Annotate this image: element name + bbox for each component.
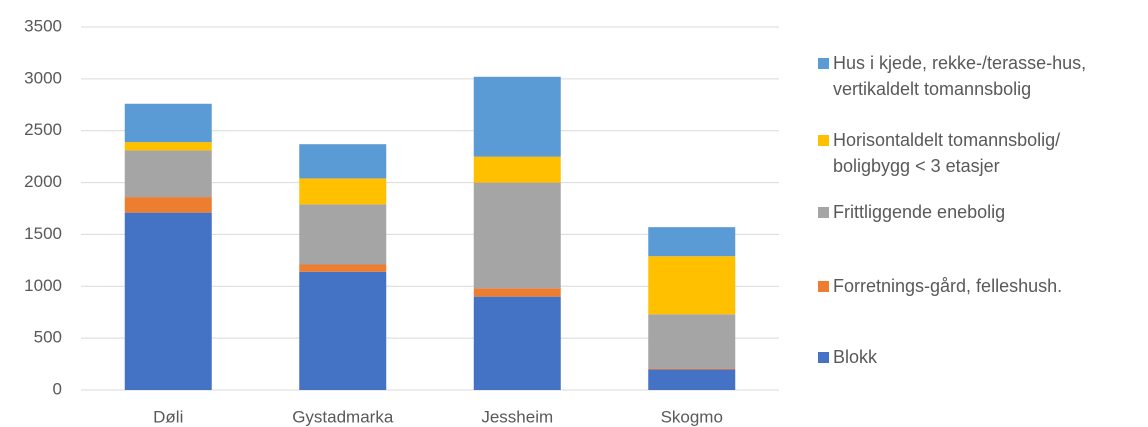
bar-segment [473,296,561,390]
bar-segment [473,182,561,289]
bar-segment [473,76,561,157]
bar-segment [124,197,212,213]
y-tick-label: 0 [53,379,62,398]
legend-item: Forretnings-gård, felleshush. [818,273,1148,299]
y-tick-label: 2500 [24,120,62,139]
y-tick-label: 1000 [24,276,62,295]
legend-swatch [818,58,829,69]
bar-segment [648,369,736,390]
legend-label: Blokk [833,347,878,367]
bar-segment [473,156,561,183]
bar-segment [648,256,736,315]
bar-segment [299,271,387,390]
bar-segment [124,150,212,198]
x-tick-label: Skogmo [661,407,723,426]
chart: 0 500 1000 1500 2000 2500 3000 3500 Døli Gystadma… [24,16,779,426]
y-tick-label: 3500 [24,16,62,35]
y-tick-label: 500 [34,328,62,347]
x-tick-label: Jessheim [481,407,553,426]
legend-label: Forretnings-gård, felleshush. [833,276,1063,296]
legend-swatch [818,207,829,218]
bar-segment [299,204,387,265]
legend-swatch [818,135,829,146]
bar-segment [648,227,736,257]
bar-segment [299,144,387,179]
legend-label: Hus i kjede, rekke-/terasse-hus, vertika… [833,53,1087,99]
bar-segment [124,142,212,151]
legend-item: Hus i kjede, rekke-/terasse-hus, vertika… [818,50,1148,102]
bar-segment [124,103,212,143]
bar-segment [473,288,561,297]
legend-label: Horisontaldelt tomannsbolig/ boligbygg <… [833,130,1061,176]
y-tick-label: 1500 [24,224,62,243]
legend-item: Frittliggende enebolig [818,199,1148,225]
bar-segment [648,314,736,369]
legend-swatch [818,281,829,292]
y-tick-label: 3000 [24,68,62,87]
bar-segment [299,264,387,272]
legend-swatch [818,352,829,363]
y-tick-label: 2000 [24,172,62,191]
x-tick-label: Døli [153,407,183,426]
x-tick-label: Gystadmarka [292,407,394,426]
bar-segment [648,368,736,370]
legend-label: Frittliggende enebolig [833,202,1006,222]
legend-item: Blokk [818,344,1148,370]
bar-segment [299,178,387,205]
legend-item: Horisontaldelt tomannsbolig/ boligbygg <… [818,127,1148,179]
bar-segment [124,212,212,390]
